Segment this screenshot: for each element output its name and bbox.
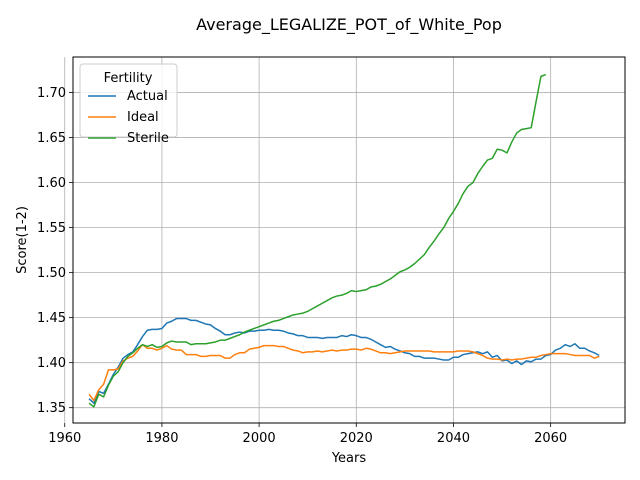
axis-ticks: 1960 1980 2000 2020 2040 2060 1.35 1.40 1.45 1.50… <box>37 86 567 446</box>
y-tick-label: 1.50 <box>37 266 66 281</box>
y-tick-label: 1.35 <box>37 401 66 416</box>
series-line-ideal <box>88 343 600 402</box>
chart-title: Average_LEGALIZE_POT_of_White_Pop <box>196 15 502 35</box>
x-tick-label: 2040 <box>437 431 470 446</box>
x-tick-label: 1980 <box>145 431 178 446</box>
legend-box <box>79 63 178 138</box>
grid <box>64 57 625 423</box>
x-tick-label: 2000 <box>243 431 276 446</box>
plot-area-frame <box>72 56 626 424</box>
y-tick-label: 1.65 <box>37 131 66 146</box>
y-tick-label: 1.40 <box>37 356 66 371</box>
legend-label-actual: Actual <box>127 89 168 104</box>
y-tick-label: 1.45 <box>37 311 66 326</box>
y-tick-label: 1.70 <box>37 86 66 101</box>
series-lines <box>88 73 600 408</box>
x-tick-label: 2060 <box>534 431 567 446</box>
y-axis-label: Score(1-2) <box>15 206 30 274</box>
x-axis-label: Years <box>331 451 367 466</box>
legend-label-ideal: Ideal <box>127 110 159 125</box>
legend-label-sterile: Sterile <box>127 131 169 146</box>
legend: Fertility Actual Ideal Sterile <box>79 63 178 146</box>
series-line-sterile <box>88 73 547 408</box>
y-tick-label: 1.60 <box>37 176 66 191</box>
x-tick-label: 1960 <box>48 431 81 446</box>
y-tick-label: 1.55 <box>37 221 66 236</box>
x-tick-label: 2020 <box>340 431 373 446</box>
legend-title: Fertility <box>104 71 153 86</box>
series-line-actual <box>88 317 600 404</box>
